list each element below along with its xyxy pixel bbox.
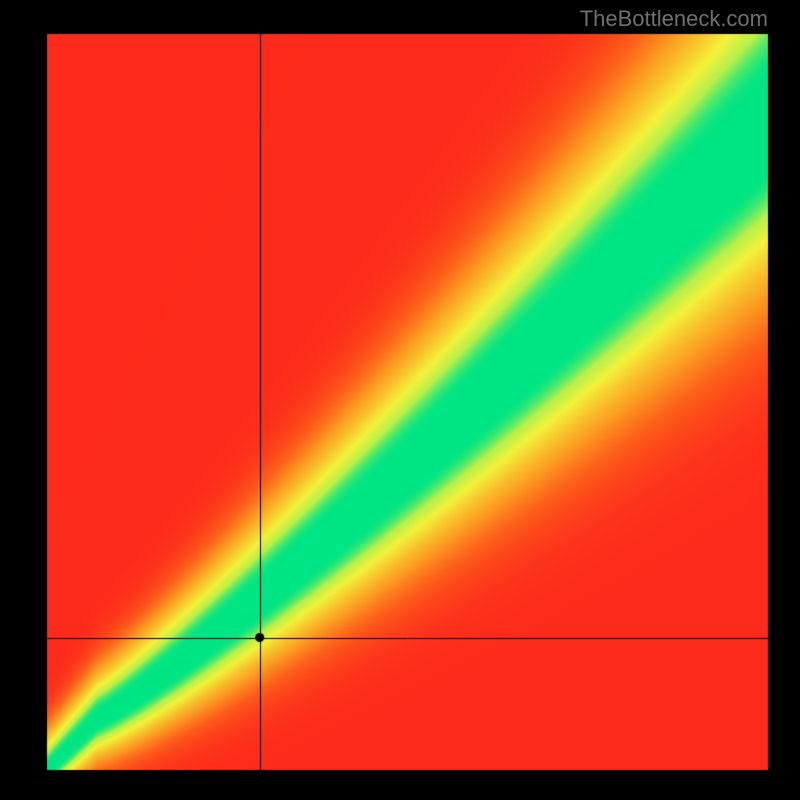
bottleneck-heatmap-canvas [0, 0, 800, 800]
watermark-text: TheBottleneck.com [580, 6, 768, 32]
chart-container: TheBottleneck.com [0, 0, 800, 800]
